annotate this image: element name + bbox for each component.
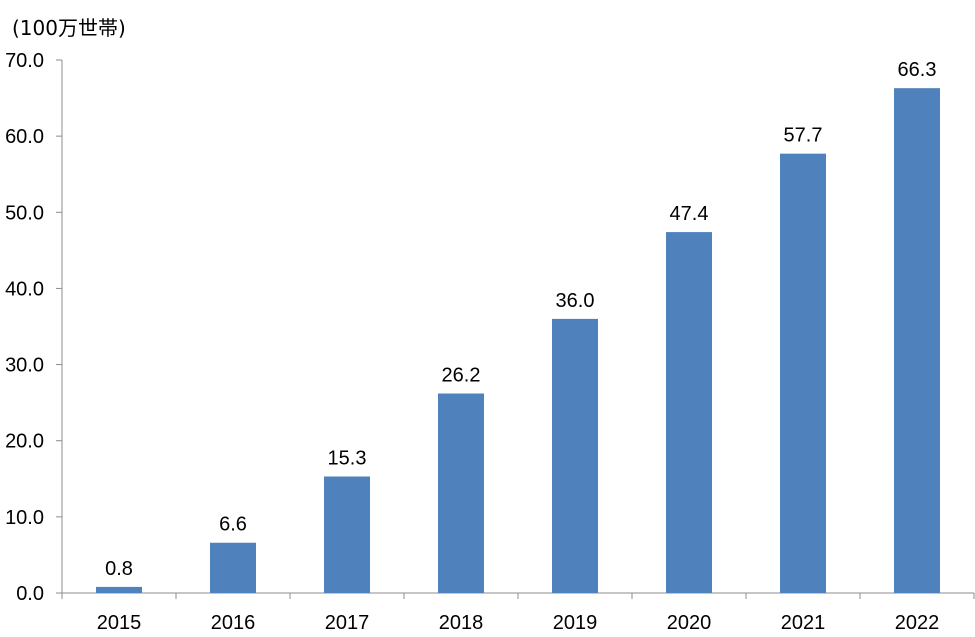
- y-tick-label: 0.0: [16, 583, 44, 605]
- x-tick-label: 2017: [325, 612, 370, 634]
- x-tick-label: 2016: [211, 612, 256, 634]
- y-tick-label: 20.0: [5, 431, 44, 453]
- bar-2019: [552, 318, 598, 593]
- data-label: 66.3: [898, 59, 937, 81]
- data-label: 57.7: [784, 125, 823, 147]
- y-tick-label: 60.0: [5, 126, 44, 148]
- bar-2018: [438, 393, 484, 593]
- y-tick-label: 40.0: [5, 278, 44, 300]
- x-tick-label: 2021: [781, 612, 826, 634]
- y-tick-label: 10.0: [5, 507, 44, 529]
- data-label: 47.4: [670, 203, 709, 225]
- x-tick-label: 2022: [895, 612, 940, 634]
- data-label: 36.0: [556, 290, 595, 312]
- y-tick-label: 30.0: [5, 355, 44, 377]
- bar-2017: [324, 476, 370, 593]
- bar-2015: [96, 586, 142, 593]
- data-label: 0.8: [105, 558, 133, 580]
- bar-2021: [780, 153, 826, 594]
- data-label: 26.2: [442, 365, 481, 387]
- x-tick-label: 2018: [439, 612, 484, 634]
- bar-2022: [894, 88, 940, 594]
- bar-2016: [210, 542, 256, 593]
- x-tick-label: 2015: [97, 612, 142, 634]
- bar-2020: [666, 232, 712, 593]
- x-tick-label: 2019: [553, 612, 598, 634]
- data-label: 15.3: [328, 448, 367, 470]
- data-label: 6.6: [219, 514, 247, 536]
- x-tick-label: 2020: [667, 612, 712, 634]
- y-axis-unit-label: (100万世帯): [12, 16, 126, 40]
- y-tick-label: 50.0: [5, 202, 44, 224]
- y-tick-label: 70.0: [5, 50, 44, 72]
